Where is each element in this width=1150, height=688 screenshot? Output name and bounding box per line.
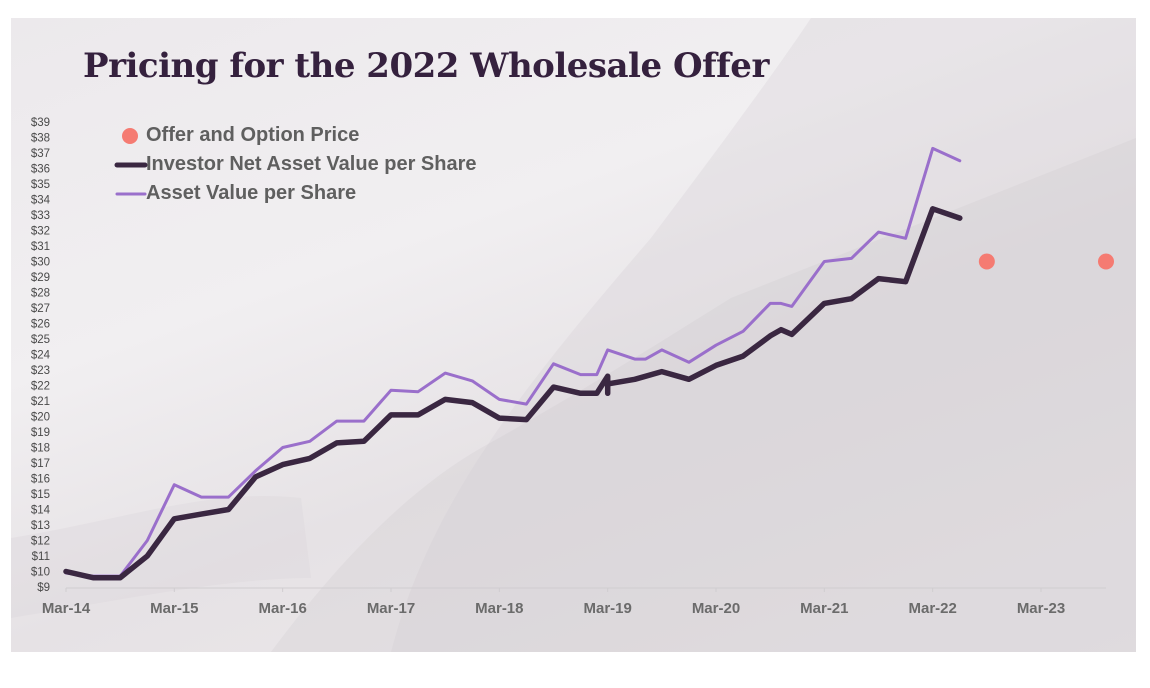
y-tick-label: $10	[31, 567, 50, 579]
x-tick-label: Mar-22	[908, 600, 956, 617]
x-tick-label: Mar-14	[42, 600, 91, 617]
y-axis: $9 $10 $11 $12 $13 $14 $15 $16 $17 $18 $19 $20 $21 $2…	[31, 117, 51, 594]
y-tick-label: $16	[31, 474, 50, 486]
y-tick-label: $11	[32, 551, 50, 563]
x-tick-label: Mar-20	[692, 600, 740, 617]
legend-label-offer: Offer and Option Price	[146, 124, 359, 146]
investor-nav-line	[63, 206, 963, 581]
y-tick-label: $21	[31, 396, 50, 408]
y-tick-label: $32	[31, 226, 50, 238]
legend: Offer and Option Price Investor Net Asse…	[114, 124, 477, 204]
y-tick-label: $23	[31, 365, 50, 377]
y-tick-label: $18	[31, 443, 50, 455]
x-tick-label: Mar-15	[150, 600, 198, 617]
x-tick-label: Mar-19	[583, 600, 631, 617]
offer-price-point	[1098, 253, 1114, 270]
y-tick-label: $14	[31, 505, 51, 517]
y-tick-label: $24	[31, 350, 51, 362]
background-image	[11, 18, 1136, 652]
y-tick-label: $35	[31, 179, 50, 191]
chart-title: Pricing for the 2022 Wholesale Offer	[83, 46, 769, 86]
y-tick-label: $19	[31, 427, 50, 439]
y-tick-label: $28	[31, 288, 50, 300]
y-tick-label: $29	[31, 272, 50, 284]
y-tick-label: $34	[31, 195, 51, 207]
y-tick-label: $15	[31, 489, 50, 501]
offer-price-point	[978, 253, 995, 270]
y-tick-label: $37	[31, 148, 50, 160]
y-tick-label: $26	[31, 319, 50, 331]
y-tick-label: $20	[31, 412, 50, 424]
y-tick-label: $27	[31, 303, 50, 315]
y-tick-label: $36	[31, 164, 50, 176]
legend-label-investor-nav: Investor Net Asset Value per Share	[146, 153, 477, 175]
y-tick-label: $25	[31, 334, 50, 346]
legend-label-asset-value: Asset Value per Share	[146, 182, 356, 204]
y-tick-label: $31	[31, 241, 50, 253]
x-tick-label: Mar-23	[1017, 600, 1065, 617]
y-tick-label: $17	[31, 458, 50, 470]
y-tick-label: $39	[31, 117, 50, 129]
y-tick-label: $22	[31, 381, 50, 393]
series-layer	[63, 146, 1114, 581]
y-tick-label: $13	[31, 520, 50, 532]
x-tick-label: Mar-21	[800, 600, 848, 617]
y-tick-label: $30	[31, 257, 50, 269]
x-axis: Mar-14 Mar-15 Mar-16 Mar-17 Mar-18 Mar-19 Mar-…	[42, 587, 1106, 617]
x-tick-label: Mar-16	[258, 600, 306, 617]
chart-frame: Pricing for the 2022 Wholesale Offer	[11, 18, 1136, 652]
asset-value-line	[64, 146, 962, 578]
legend-marker-offer	[122, 128, 138, 144]
y-tick-label: $33	[31, 210, 50, 222]
y-tick-label: $12	[31, 536, 50, 548]
y-tick-label: $38	[31, 133, 50, 145]
y-tick-label: $9	[37, 582, 50, 594]
x-tick-label: Mar-17	[367, 600, 415, 617]
x-tick-label: Mar-18	[475, 600, 523, 617]
